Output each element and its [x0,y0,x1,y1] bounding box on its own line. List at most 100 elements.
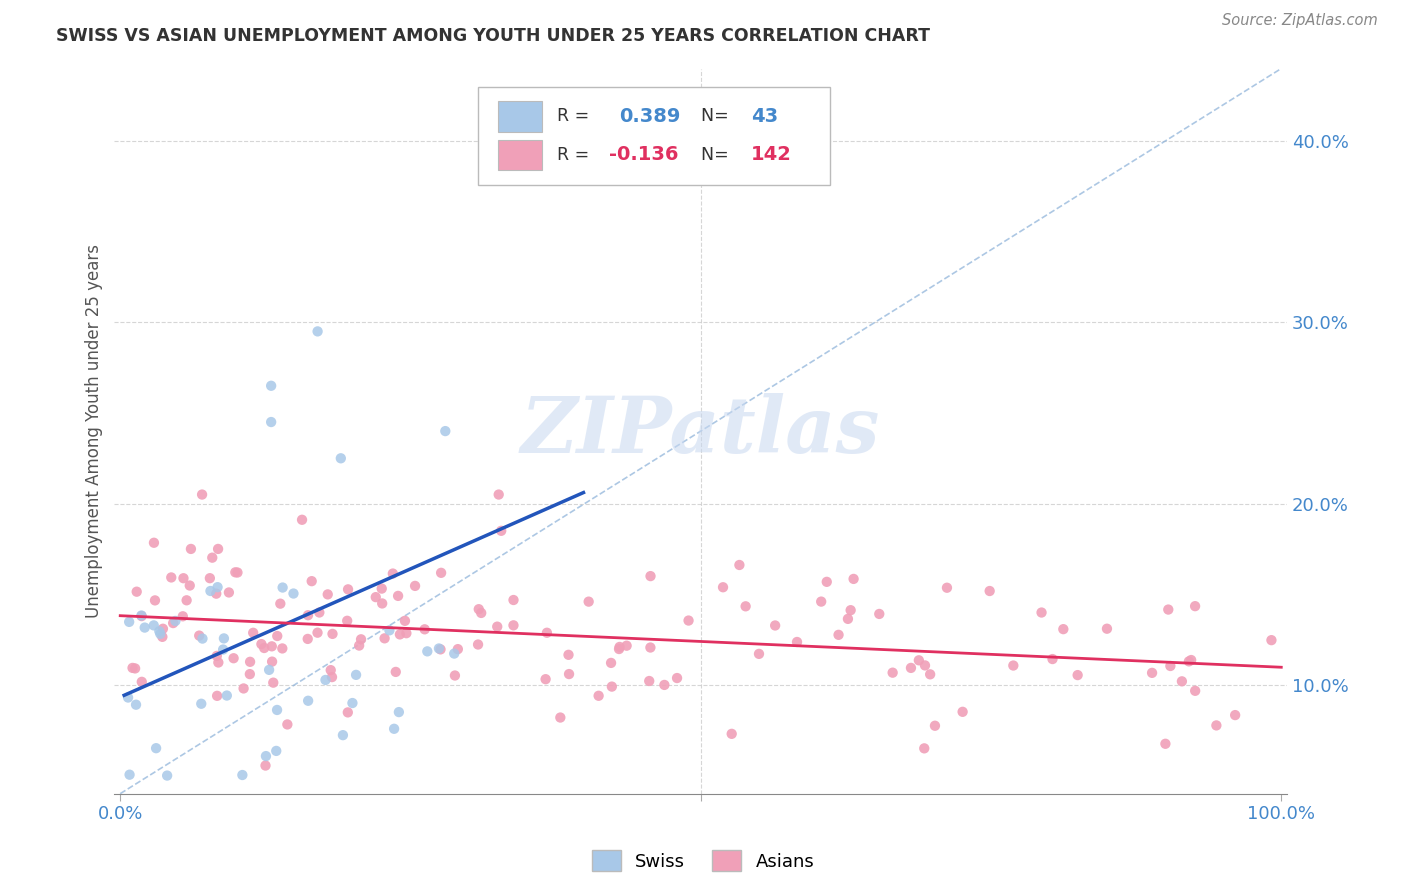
Point [1159,659,1181,673]
Point [810,594,832,608]
Point [342,696,364,710]
Point [315,673,337,687]
Point [1223,708,1246,723]
Point [118,767,141,781]
Point [207,541,229,556]
Point [254,749,277,764]
Point [578,594,600,608]
Text: 0.389: 0.389 [619,107,681,126]
Point [1260,633,1282,648]
Point [1052,622,1074,636]
Text: N=: N= [700,107,734,126]
Point [131,674,153,689]
Point [382,722,405,736]
Point [316,587,339,601]
Point [142,535,165,549]
Point [232,681,254,696]
Point [666,671,689,685]
Point [763,618,786,632]
Point [207,656,229,670]
Text: Source: ZipAtlas.com: Source: ZipAtlas.com [1222,13,1378,29]
Point [1066,668,1088,682]
Point [488,487,510,501]
Point [347,639,370,653]
Point [748,647,770,661]
Point [1154,737,1177,751]
Point [1042,652,1064,666]
Point [1157,602,1180,616]
Point [205,587,228,601]
Point [283,586,305,600]
Point [156,768,179,782]
Point [250,637,273,651]
Point [321,670,343,684]
Point [145,741,167,756]
Point [117,690,139,705]
Point [198,571,221,585]
Point [201,550,224,565]
Point [180,541,202,556]
Point [600,656,623,670]
Point [179,578,201,592]
Point [205,648,228,663]
Point [837,612,859,626]
Point [142,618,165,632]
Point [131,609,153,624]
Point [307,325,329,339]
Point [344,668,367,682]
Point [125,698,148,712]
Legend: Swiss, Asians: Swiss, Asians [585,843,821,879]
Point [160,570,183,584]
Point [920,667,942,681]
Point [191,632,214,646]
Point [205,689,228,703]
Point [319,663,342,677]
Point [172,571,194,585]
Point [839,603,862,617]
Text: -0.136: -0.136 [609,145,679,164]
Point [654,678,676,692]
Point [297,608,319,623]
Point [711,580,734,594]
Point [307,625,329,640]
Point [720,727,742,741]
Text: 142: 142 [751,145,792,164]
Point [447,642,470,657]
Point [253,640,276,655]
Point [638,673,661,688]
Point [413,623,436,637]
Point [191,487,214,501]
Point [190,697,212,711]
Text: ZIPatlas: ZIPatlas [522,392,880,469]
Point [176,593,198,607]
Point [388,705,411,719]
Point [257,663,280,677]
Point [489,524,512,538]
Point [1184,683,1206,698]
Text: N=: N= [700,145,734,164]
Point [952,705,974,719]
Point [387,589,409,603]
Point [301,574,323,589]
Point [150,630,173,644]
Point [329,451,352,466]
Point [291,513,314,527]
Point [264,744,287,758]
Point [207,580,229,594]
Point [868,607,890,621]
Point [550,710,572,724]
Point [222,651,245,665]
Point [607,642,630,657]
Point [337,582,360,597]
Point [1180,653,1202,667]
Point [364,590,387,604]
FancyBboxPatch shape [498,101,543,132]
Point [226,566,249,580]
Point [434,424,457,438]
Point [124,661,146,675]
Point [404,579,426,593]
Point [558,667,581,681]
Point [271,641,294,656]
Point [239,667,262,681]
Point [430,566,453,580]
